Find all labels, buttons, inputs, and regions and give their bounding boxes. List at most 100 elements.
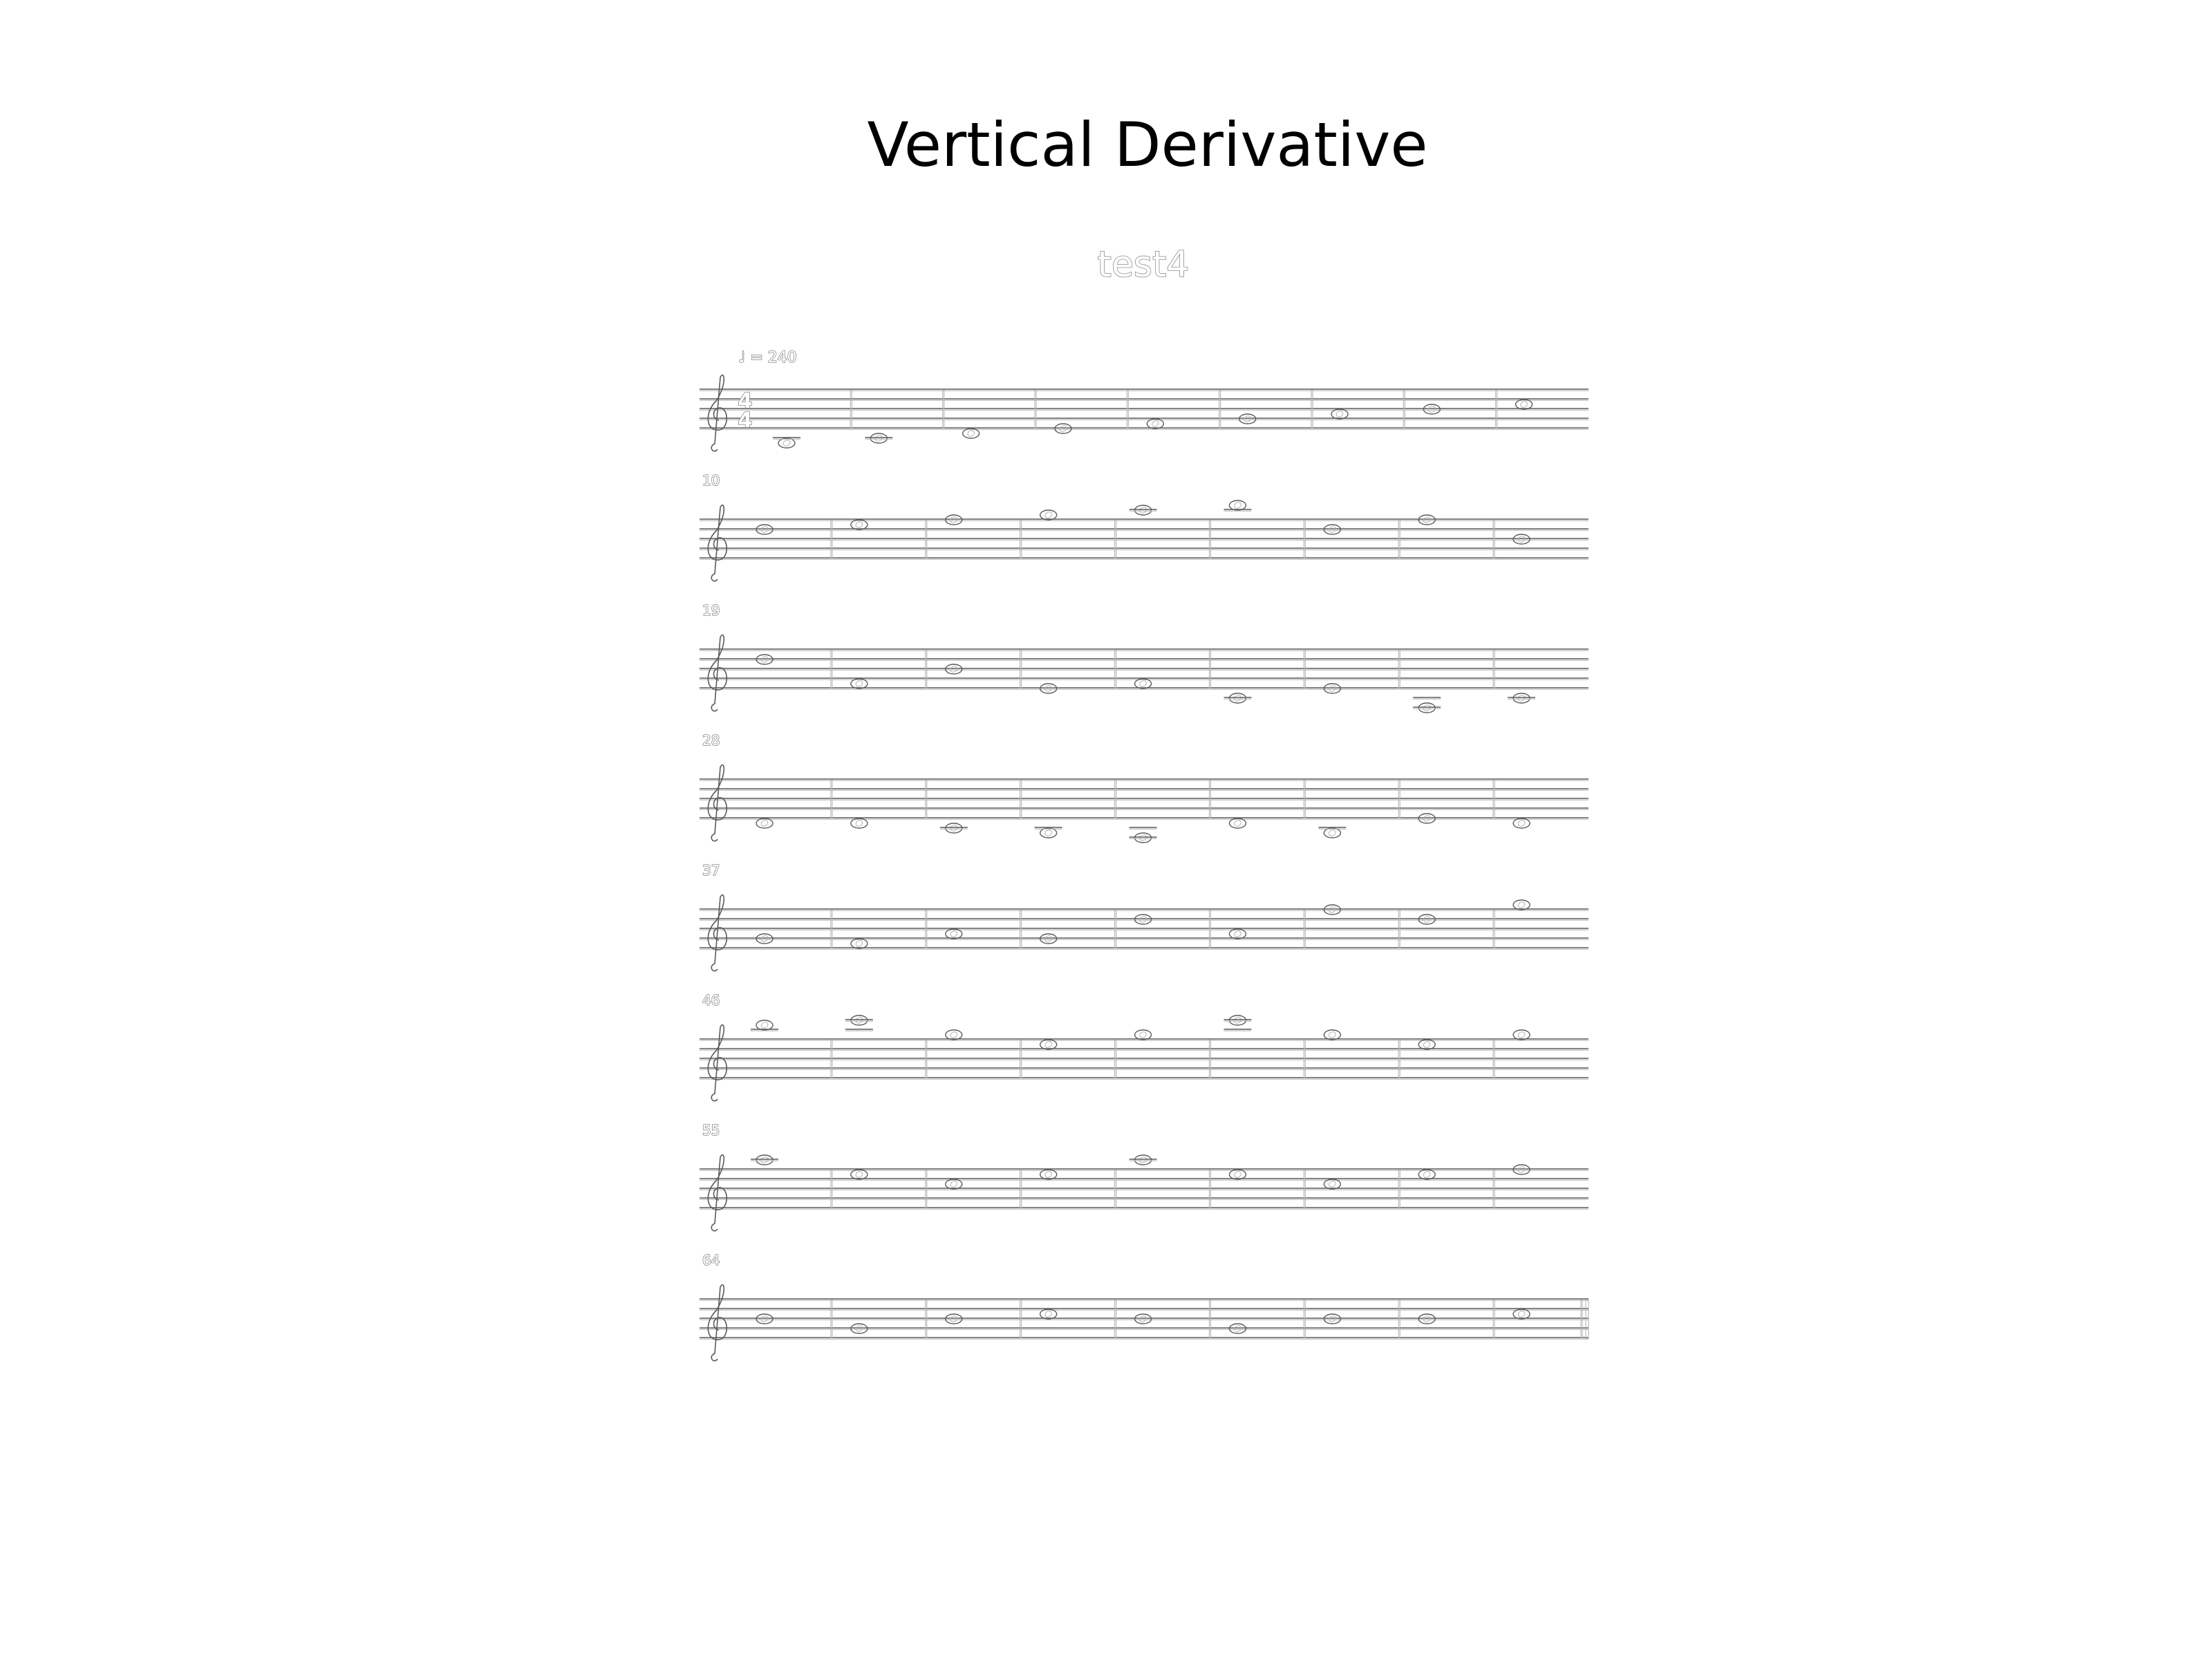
staff-line: [700, 918, 1588, 921]
staff-line: [700, 947, 1588, 950]
staff-line: [700, 427, 1588, 430]
whole-note: [1515, 399, 1533, 410]
ledger-line: [865, 437, 893, 440]
whole-note: [1228, 818, 1247, 829]
ledger-line: [1129, 1159, 1157, 1161]
tempo-marking: ♩ = 240: [738, 349, 797, 366]
whole-note: [1512, 1164, 1530, 1175]
whole-note: [945, 664, 963, 675]
whole-note: [1129, 827, 1157, 843]
whole-note: [751, 1154, 778, 1165]
whole-note: [1039, 933, 1058, 944]
staff-system: 10: [700, 471, 1588, 582]
whole-note: [1134, 678, 1152, 689]
barline: [1303, 780, 1306, 818]
barline: [830, 910, 833, 948]
barline: [1020, 650, 1022, 688]
whole-note: [756, 654, 774, 665]
barline: [1303, 1040, 1306, 1078]
barline: [1492, 1300, 1495, 1338]
whole-note: [1224, 693, 1252, 704]
ledger-line: [845, 1029, 873, 1031]
barline: [1303, 1170, 1306, 1208]
barline: [1398, 520, 1400, 559]
whole-note: [1039, 683, 1058, 694]
barline: [1492, 910, 1495, 948]
whole-note: [1134, 914, 1152, 925]
barline: [830, 1300, 833, 1338]
barline: [1114, 1040, 1117, 1078]
staff-line: [700, 538, 1588, 541]
barline: [1398, 1300, 1400, 1338]
whole-note: [850, 1323, 868, 1334]
barline: [1208, 910, 1211, 948]
barline: [1034, 390, 1037, 429]
barline: [1114, 910, 1117, 948]
barline: [1303, 650, 1306, 688]
barline: [1208, 650, 1211, 688]
ledger-line: [939, 827, 968, 830]
staff-line: [700, 1327, 1588, 1330]
barline: [830, 650, 833, 688]
ledger-line: [1224, 697, 1252, 700]
whole-note: [945, 928, 963, 939]
barline: [1303, 520, 1306, 559]
whole-note: [1238, 413, 1257, 424]
staff-system: 46: [700, 991, 1588, 1102]
staff-line: [700, 1067, 1588, 1070]
whole-note: [1228, 928, 1247, 939]
barline: [925, 910, 928, 948]
score-title: test4: [1098, 244, 1190, 285]
barline: [1398, 1170, 1400, 1208]
whole-note: [1318, 827, 1347, 838]
measure-number: 19: [702, 602, 720, 619]
treble-clef-icon: [707, 634, 728, 712]
time-signature-denominator: 4: [738, 409, 753, 433]
whole-note: [945, 1029, 963, 1040]
whole-note: [1323, 1029, 1342, 1040]
whole-note: [1134, 1029, 1152, 1040]
staff-line: [700, 668, 1588, 671]
staff-line: [700, 778, 1588, 781]
staff-line: [700, 1178, 1588, 1181]
treble-clef-icon: [707, 374, 728, 452]
staff-system: 28: [700, 731, 1588, 843]
staff-system: 44: [700, 374, 1588, 452]
treble-clef-icon: [707, 1154, 728, 1232]
staff-system: 37: [700, 861, 1588, 972]
measure-number: 28: [702, 732, 720, 749]
measure-number: 46: [702, 992, 720, 1009]
whole-note: [1512, 899, 1530, 910]
barline: [1020, 1170, 1022, 1208]
whole-note: [1323, 683, 1342, 694]
whole-note: [1134, 1313, 1152, 1324]
barline: [1114, 1170, 1117, 1208]
staff-system: 55: [700, 1121, 1588, 1232]
figure-title: Vertical Derivative: [867, 109, 1428, 180]
treble-clef-icon: [707, 894, 728, 972]
staff-line: [700, 1058, 1588, 1060]
staff-line: [700, 788, 1588, 791]
staff-line: [700, 648, 1588, 651]
treble-clef-icon: [707, 1024, 728, 1102]
whole-note: [850, 818, 868, 829]
staff-line: [700, 557, 1588, 560]
staff-line: [700, 1298, 1588, 1301]
ledger-line: [1318, 827, 1347, 830]
barline: [1208, 1300, 1211, 1338]
barline: [925, 780, 928, 818]
barline: [1020, 1040, 1022, 1078]
whole-note: [1418, 813, 1436, 824]
staff-systems: 44 10 19 28 37 46 55 64: [700, 374, 1589, 1362]
barline-thin: [1580, 1300, 1583, 1338]
ledger-line: [845, 1019, 873, 1022]
whole-note: [1054, 423, 1072, 434]
whole-note: [1129, 505, 1157, 516]
barline: [925, 1170, 928, 1208]
whole-note: [1508, 693, 1536, 704]
ledger-line: [1034, 827, 1062, 830]
whole-note: [1418, 1039, 1436, 1050]
measure-number: 37: [702, 862, 720, 879]
barline: [1492, 650, 1495, 688]
